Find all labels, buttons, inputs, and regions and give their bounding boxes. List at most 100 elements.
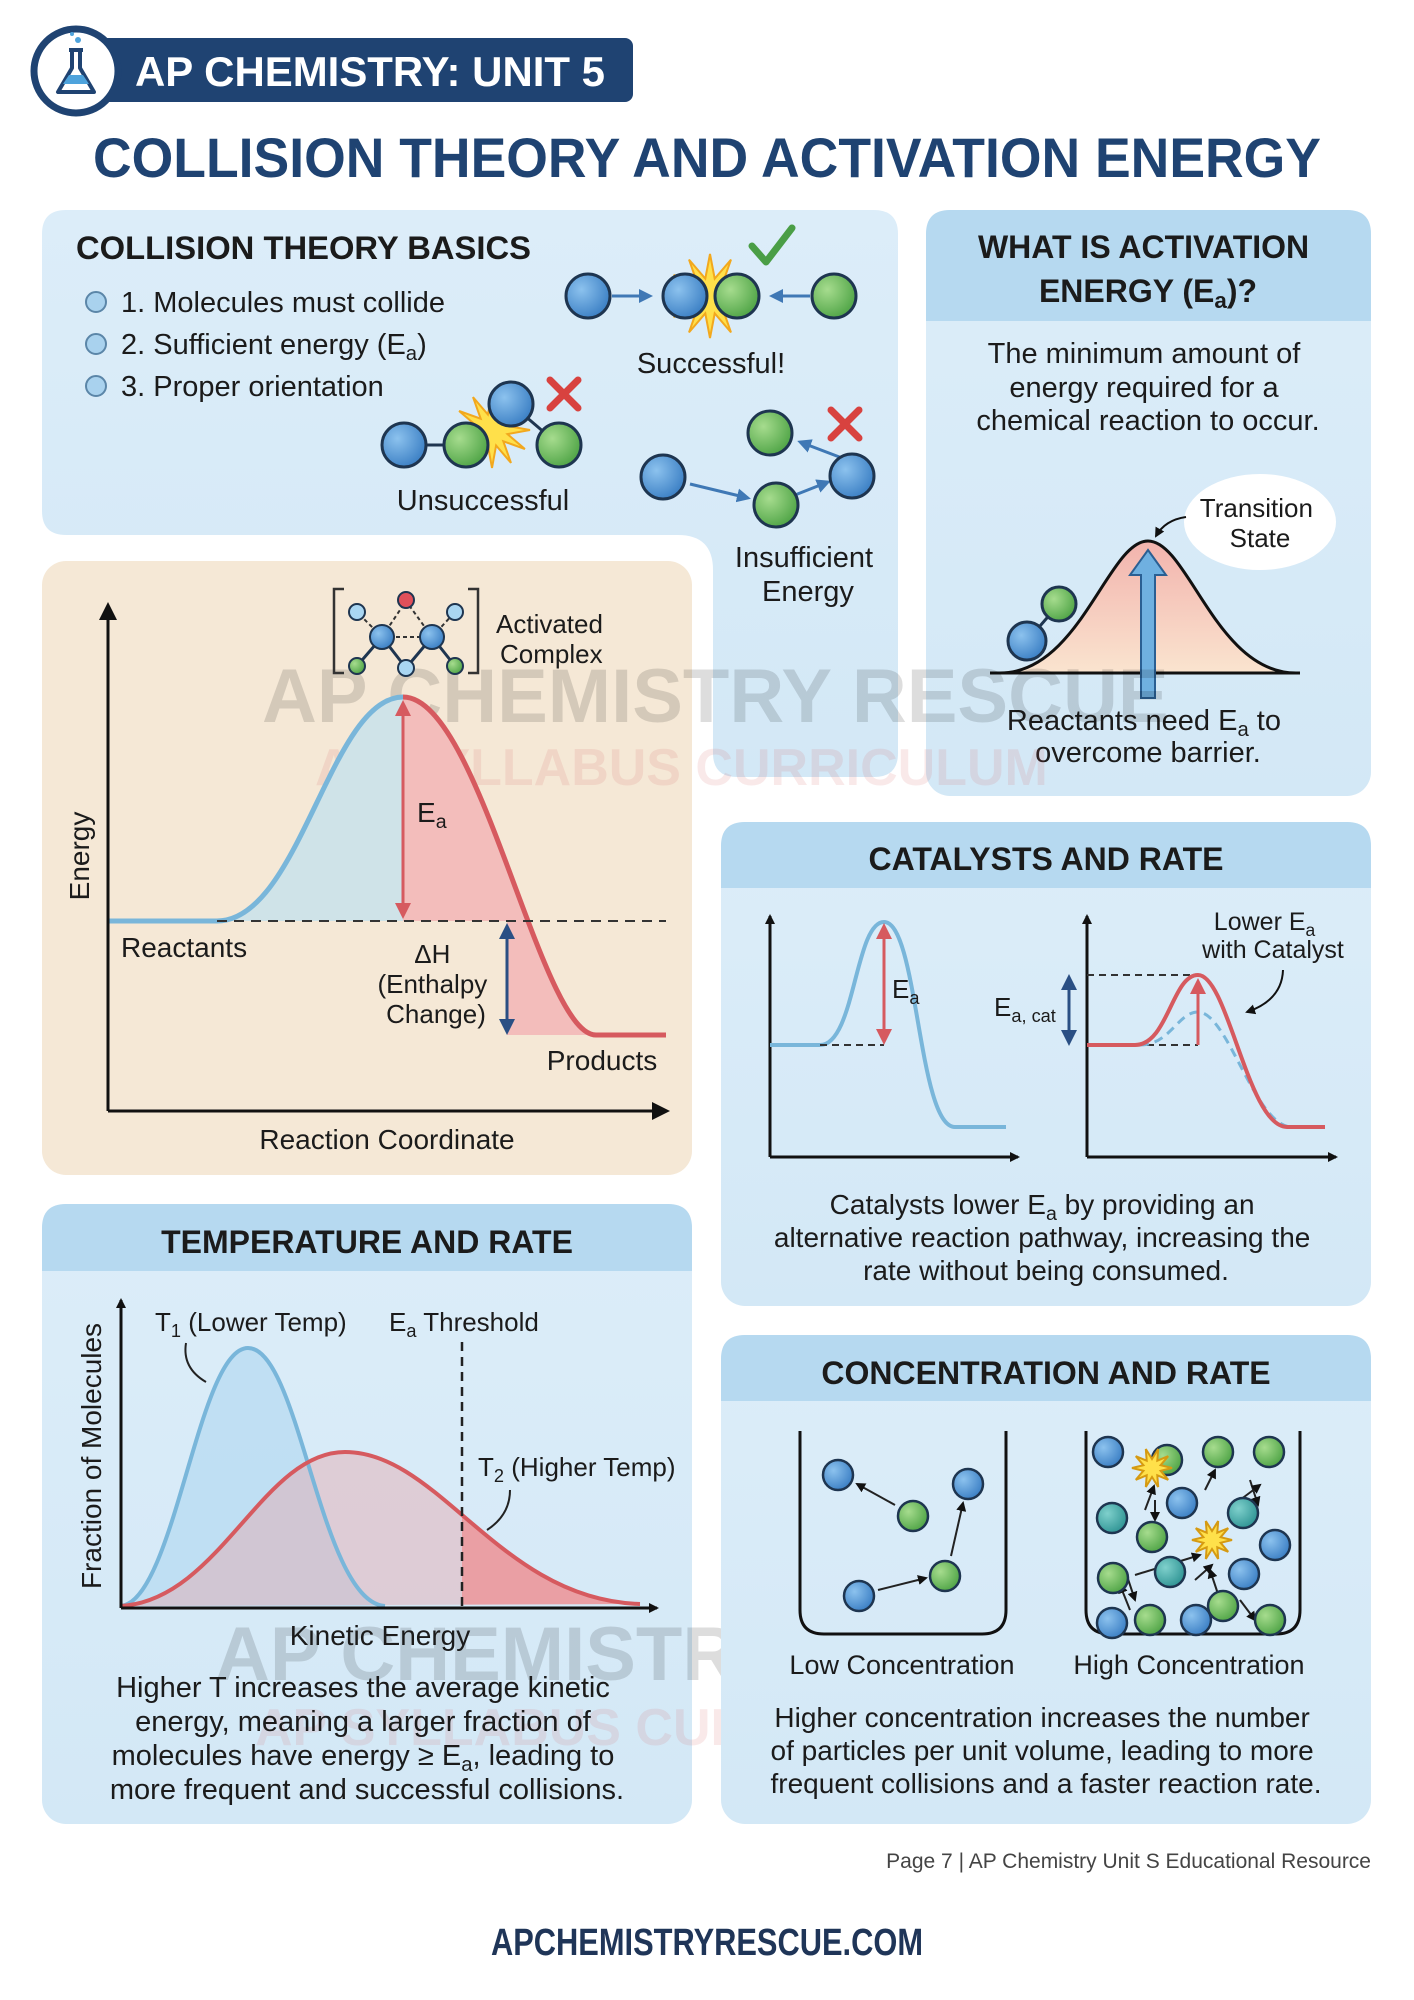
temperature-title: TEMPERATURE AND RATE	[161, 1224, 573, 1260]
t1-label: T1 (Lower Temp)	[155, 1307, 347, 1341]
molecule-blue	[564, 272, 612, 320]
bullet-icon	[85, 375, 107, 397]
successful-label: Successful!	[637, 348, 785, 380]
activation-energy-definition: The minimum amount of energy required fo…	[976, 338, 1319, 437]
molecule-blue	[1165, 1486, 1199, 1520]
collision-panel-bg	[42, 210, 898, 777]
molecule-green	[1095, 1501, 1129, 1535]
molecule-blue	[951, 1467, 985, 1501]
unsuccessful-label: Unsuccessful	[397, 485, 569, 517]
collision-basics-title: COLLISION THEORY BASICS	[76, 230, 531, 266]
ea-label: Ea	[892, 974, 920, 1008]
ea-label: Ea	[417, 797, 447, 833]
above-threshold-fill	[462, 1514, 640, 1605]
successful-collision-illustration: Successful!	[564, 224, 858, 380]
motion-arrow	[1194, 1563, 1214, 1581]
molecule-blue	[1258, 1528, 1292, 1562]
molecule-blue	[842, 1579, 876, 1613]
high-concentration-particles	[1091, 1435, 1292, 1640]
molecule-green	[1040, 585, 1078, 623]
molecule-blue	[639, 453, 687, 501]
molecule-green	[810, 272, 858, 320]
checkmark-icon	[748, 224, 796, 266]
insufficient-energy-illustration: Insufficient Energy	[639, 406, 876, 608]
bullet-icon	[85, 333, 107, 355]
low-concentration-particles	[821, 1458, 985, 1613]
motion-arrow	[877, 1575, 928, 1591]
molecule-green	[1226, 1496, 1260, 1530]
bullet-list: 1. Molecules must collide 2. Sufficient …	[85, 287, 445, 403]
ea-cat-label: Ea, cat	[994, 992, 1056, 1026]
motion-arrow	[1204, 1468, 1216, 1491]
ea-threshold-label: Ea Threshold	[389, 1307, 539, 1341]
molecule-green	[896, 1499, 930, 1533]
x-axis-label: Reaction Coordinate	[259, 1124, 514, 1155]
catalysts-caption: Catalysts lower Ea by providing an alter…	[774, 1189, 1318, 1286]
molecule-green	[1153, 1555, 1187, 1589]
molecule-green	[1096, 1561, 1130, 1595]
transition-state-bubble	[1184, 474, 1336, 570]
lower-ea-label: Lower Ea with Catalyst	[1201, 908, 1344, 964]
product-side-fill	[403, 697, 596, 1035]
molecule-blue	[828, 452, 876, 500]
catalysts-panel: CATALYSTS AND RATE Ea Ea, cat Lower Ea w…	[721, 822, 1371, 1306]
molecule-blue	[487, 380, 535, 428]
panel-header-band	[42, 1204, 692, 1271]
molecule-blue	[661, 272, 709, 320]
molecule-green	[746, 409, 794, 457]
panel-header-band	[721, 822, 1371, 888]
molecule-green	[535, 421, 583, 469]
bullet-2: 2. Sufficient energy (Ea)	[121, 329, 427, 365]
panel-header-band	[721, 1335, 1371, 1401]
activated-complex-icon	[332, 587, 480, 677]
t2-label: T2 (Higher Temp)	[478, 1452, 675, 1486]
concentration-title: CONCENTRATION AND RATE	[821, 1355, 1270, 1391]
energy-up-arrow-icon	[1128, 548, 1168, 699]
motion-arrow	[1144, 1484, 1156, 1511]
molecule-blue	[1006, 620, 1048, 662]
activation-energy-panel: WHAT IS ACTIVATION ENERGY (Ea)? The mini…	[926, 210, 1371, 796]
x-axis-label: Kinetic Energy	[290, 1620, 471, 1651]
motion-arrow	[855, 1483, 896, 1506]
motion-arrow	[950, 1501, 967, 1557]
molecule-blue	[1095, 1606, 1129, 1640]
t1-curve-fill	[121, 1348, 385, 1606]
molecule-blue	[1179, 1603, 1213, 1637]
collision-star-icon	[1191, 1520, 1233, 1560]
bullet-icon	[85, 291, 107, 313]
flask-icon	[56, 32, 96, 94]
concentration-panel: CONCENTRATION AND RATE Low Concentration…	[721, 1335, 1371, 1824]
x-mark-icon	[546, 376, 582, 412]
activation-energy-caption: Reactants need Ea to overcome barrier.	[1007, 705, 1289, 769]
collision-basics-panel: COLLISION THEORY BASICS 1. Molecules mus…	[42, 210, 898, 777]
concentration-caption: Higher concentration increases the numbe…	[771, 1702, 1322, 1799]
dh-label: ΔH (Enthalpy Change)	[377, 939, 494, 1029]
molecule-green	[713, 272, 761, 320]
molecule-green	[928, 1559, 962, 1593]
high-concentration-label: High Concentration	[1073, 1650, 1304, 1680]
t1-curve	[120, 1345, 386, 1608]
catalysts-title: CATALYSTS AND RATE	[869, 841, 1224, 877]
molecule-green	[1253, 1603, 1287, 1637]
molecule-blue	[821, 1458, 855, 1492]
header: AP CHEMISTRY: UNIT 5 COLLISION THEORY AN…	[30, 25, 1321, 189]
energy-diagram-panel: AP CHEMISTRY RESCUE AP SYLLABUS CURRICUL…	[42, 561, 1169, 1175]
t2-curve	[120, 1449, 641, 1608]
activation-energy-title: WHAT IS ACTIVATION ENERGY (Ea)?	[978, 229, 1318, 313]
molecule-blue	[380, 421, 428, 469]
y-axis-label: Energy	[64, 812, 95, 901]
low-concentration-beaker	[798, 1431, 1008, 1636]
website-link[interactable]: APCHEMISTRYRESCUE.COM	[491, 1922, 923, 1964]
reactant-side-fill	[217, 697, 403, 921]
molecule-blue	[1091, 1435, 1125, 1469]
energy-curve-falling	[402, 694, 666, 1038]
molecule-green	[1135, 1520, 1169, 1554]
transition-state-label: Transition State	[1200, 493, 1320, 553]
molecule-green	[442, 421, 490, 469]
molecule-green	[752, 481, 800, 529]
molecule-green	[1201, 1435, 1235, 1469]
collision-star-icon	[1131, 1448, 1173, 1488]
page-note: Page 7 | AP Chemistry Unit S Educational…	[886, 1850, 1371, 1873]
molecule-blue	[1227, 1557, 1261, 1591]
